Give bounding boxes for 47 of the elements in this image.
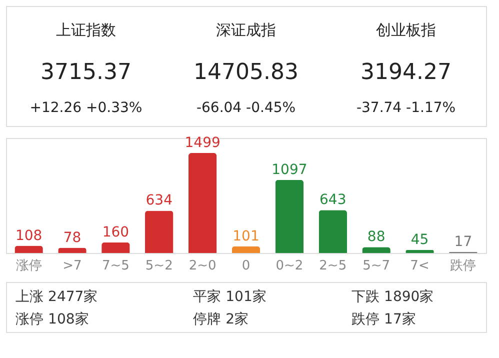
data-label: 1499: [184, 135, 220, 151]
x-tick-label: >7: [62, 258, 82, 274]
text: 深证成指: [216, 21, 276, 39]
x-tick-label: 2~0: [188, 258, 216, 274]
x-tick-label: 0: [242, 258, 250, 274]
text: -37.74 -1.17%: [356, 100, 456, 116]
text: 上涨 2477家: [16, 289, 98, 305]
bar: [14, 246, 43, 253]
text: 3715.37: [40, 60, 132, 85]
data-label: 643: [320, 192, 346, 208]
bar: [232, 246, 260, 253]
text: +12.26 +0.33%: [30, 100, 142, 116]
text: 平家 101家: [193, 289, 266, 305]
bar: [102, 242, 130, 253]
text: -66.04 -0.45%: [196, 100, 296, 116]
x-tick-label: 5~2: [145, 258, 173, 274]
text: 下跌 1890家: [352, 289, 434, 305]
data-label: 634: [146, 192, 173, 209]
x-tick-label: 7<: [410, 258, 430, 274]
x-tick-label: 5~7: [362, 258, 390, 274]
bar: [318, 210, 347, 253]
x-tick-label: 0~2: [276, 258, 304, 274]
data-label: 88: [367, 229, 386, 246]
bar: [362, 247, 390, 253]
data-label: 160: [102, 224, 130, 240]
x-tick-label: 2~5: [319, 258, 347, 274]
bar: [275, 180, 304, 253]
data-label: 101: [232, 228, 260, 244]
data-label: 108: [15, 228, 42, 244]
text: 上证指数: [56, 21, 116, 39]
data-label: 78: [63, 230, 82, 246]
x-tick-label: 涨停: [16, 258, 42, 274]
bar: [145, 210, 174, 253]
text: 跌停 17家: [352, 312, 416, 328]
data-label: 45: [410, 232, 429, 248]
text: 涨停 108家: [16, 312, 89, 328]
text: 停牌 2家: [193, 312, 249, 328]
bar: [406, 250, 434, 253]
bar: [58, 248, 86, 253]
text: 14705.83: [194, 60, 298, 85]
data-label: 1097: [272, 162, 308, 178]
x-tick-label: 跌停: [450, 258, 476, 274]
bar: [188, 153, 217, 253]
x-tick-label: 7~5: [102, 258, 130, 274]
data-label: 17: [454, 234, 472, 250]
text: 创业板指: [376, 21, 436, 39]
text: 3194.27: [360, 60, 452, 85]
